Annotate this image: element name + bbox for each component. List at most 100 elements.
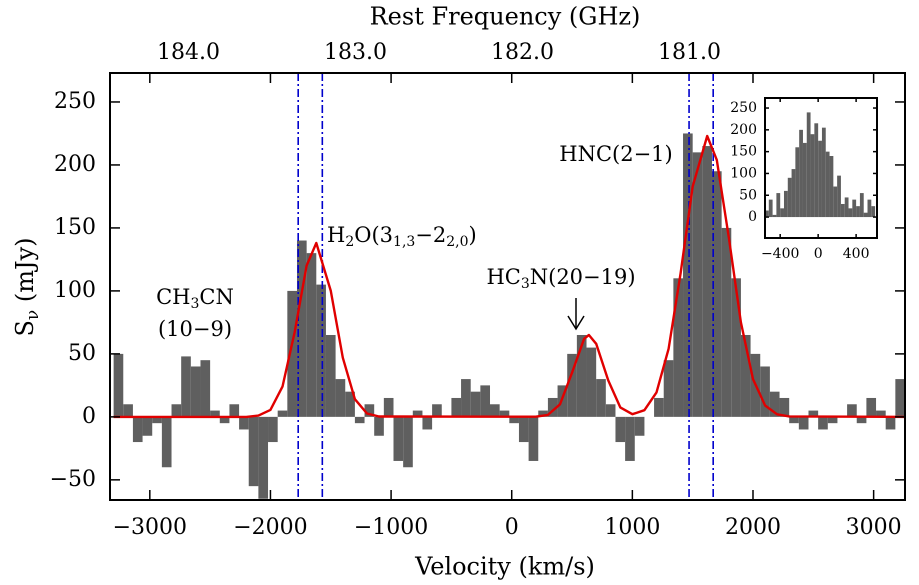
annotation: CH3CN <box>156 285 234 313</box>
bar <box>528 416 539 461</box>
annotation-part: (10−9) <box>158 317 232 341</box>
y-tick-label: 50 <box>68 341 96 366</box>
bar <box>461 379 471 417</box>
bar <box>740 334 751 417</box>
bar <box>499 410 510 417</box>
annotation-part: CN <box>199 285 233 309</box>
bar <box>518 416 529 443</box>
plot-frame <box>109 72 906 501</box>
bar <box>422 416 433 430</box>
x2-tick-label: 183.0 <box>324 40 387 65</box>
bar <box>161 416 172 468</box>
bar <box>863 212 868 218</box>
bar <box>673 278 684 417</box>
bar <box>783 190 788 218</box>
x-tick-label: −2000 <box>233 515 307 540</box>
bar <box>538 410 548 417</box>
bar <box>833 186 838 218</box>
x-tick-label: 3000 <box>846 515 902 540</box>
bar <box>432 404 442 417</box>
bar <box>615 416 626 443</box>
bar <box>374 416 384 436</box>
annotation: HNC(2−1) <box>559 142 672 166</box>
bar <box>296 240 307 417</box>
annotation-part: HC <box>486 265 520 289</box>
bar <box>866 397 877 417</box>
bar <box>605 404 616 417</box>
bar <box>876 410 886 417</box>
bar <box>142 416 153 436</box>
bar <box>885 416 896 430</box>
x2-tick-label: 181.0 <box>658 40 721 65</box>
bar <box>200 360 211 417</box>
bar <box>760 366 770 417</box>
x-tick-label: 2000 <box>725 515 781 540</box>
bar <box>683 133 693 417</box>
bar <box>490 404 500 417</box>
bar <box>814 123 819 218</box>
bar <box>802 142 807 218</box>
bar <box>132 416 143 443</box>
y-tick-label: 50 <box>739 187 757 203</box>
bar <box>827 416 838 424</box>
x-tick-label: 0 <box>505 515 519 540</box>
bar <box>821 127 826 218</box>
y-tick-label: −50 <box>50 467 96 492</box>
bar <box>258 416 269 499</box>
bar <box>480 385 491 417</box>
bar <box>810 134 815 218</box>
bar <box>248 416 259 487</box>
bar <box>808 410 819 417</box>
bar <box>567 353 577 417</box>
bar <box>123 404 133 417</box>
y-axis-title: Sν (mJy) <box>11 237 43 336</box>
bar <box>765 210 769 218</box>
bar <box>789 416 799 424</box>
annotation: H2O(31,3−22,0) <box>327 223 477 251</box>
bar <box>364 404 375 417</box>
bar <box>306 253 317 417</box>
bar <box>393 416 404 461</box>
annotation-part: O(3 <box>354 223 393 247</box>
bar <box>852 199 857 218</box>
bar <box>837 175 841 218</box>
bar <box>663 360 674 417</box>
bar <box>634 416 645 436</box>
annotation-part: H <box>327 223 345 247</box>
bar <box>806 112 811 218</box>
bar <box>113 353 124 417</box>
bar <box>181 356 191 417</box>
bar <box>856 416 867 424</box>
bar <box>780 208 784 218</box>
bar <box>799 129 803 218</box>
bar <box>871 206 876 218</box>
bar <box>798 416 809 430</box>
bar <box>787 177 792 218</box>
x-axis-title: Velocity (km/s) <box>414 553 595 581</box>
bar <box>335 379 346 417</box>
bar <box>470 391 481 417</box>
bar <box>895 379 905 417</box>
bar <box>190 366 201 417</box>
y-tick-label: 150 <box>730 144 757 160</box>
x-tick-label: 1000 <box>604 515 660 540</box>
top-axis-title: Rest Frequency (GHz) <box>370 3 641 31</box>
y-tick-label: 200 <box>730 122 757 138</box>
y-tick-label: 100 <box>54 278 96 303</box>
bar <box>229 404 240 417</box>
bar <box>152 416 162 424</box>
y-tick-label: 0 <box>82 404 96 429</box>
annotation-part: N(20−19) <box>530 265 636 289</box>
x-tick-label: 400 <box>843 246 870 262</box>
annotation-part: −2 <box>415 223 446 247</box>
bar <box>239 416 249 430</box>
x2-tick-label: 182.0 <box>491 40 554 65</box>
bar <box>171 404 182 417</box>
bar <box>856 206 860 218</box>
bar <box>354 416 365 424</box>
bar <box>825 151 830 218</box>
bar <box>859 193 864 218</box>
x2-tick-label: 184.0 <box>157 40 220 65</box>
bar <box>818 416 828 430</box>
x-tick-label: −400 <box>761 246 799 262</box>
